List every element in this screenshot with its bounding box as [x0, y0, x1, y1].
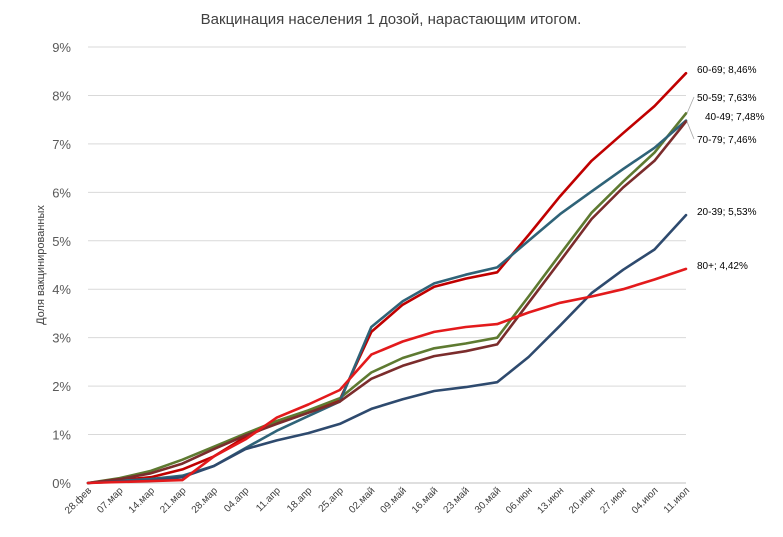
x-tick-label: 11.апр [254, 485, 283, 514]
x-tick-label: 18.апр [285, 485, 315, 515]
series-label-80+: 80+; 4,42% [697, 261, 748, 272]
label-leader-50-59 [686, 96, 695, 114]
gridlines [88, 46, 686, 436]
x-tick-label: 09.май [378, 485, 408, 515]
series-end-labels: 60-69; 8,46% 50-59; 7,63% 40-49; 7,48% 70-7… [686, 65, 765, 272]
y-tick-label: 3% [52, 331, 71, 346]
series-line-60-69 [86, 71, 688, 485]
x-tick-label: 16.май [410, 485, 440, 515]
x-tick-label: 28.мар [190, 485, 221, 516]
x-tick-label: 07.мар [95, 485, 126, 516]
chart-title: Вакцинация населения 1 дозой, нарастающи… [201, 11, 582, 28]
series-label-70-79: 70-79; 7,46% [697, 135, 757, 146]
x-tick-label: 04.апр [222, 485, 252, 515]
series-line-70-79 [86, 120, 688, 485]
y-axis-label: Доля вакцинированных [35, 205, 47, 325]
y-axis-ticks: 0% 1% 2% 3% 4% 5% 6% 7% 8% 9% [52, 40, 71, 491]
y-tick-label: 7% [52, 137, 71, 152]
x-axis-ticks: 28.фев 07.мар 14.мар 21.мар 28.мар 04.апр 11.а… [62, 485, 692, 517]
y-tick-label: 9% [52, 40, 71, 55]
x-tick-label: 11.июл [662, 485, 692, 515]
x-tick-label: 14.мар [127, 485, 158, 516]
x-tick-label: 27.июн [598, 485, 629, 516]
series-label-40-49: 40-49; 7,48% [705, 112, 765, 123]
x-tick-label: 30.май [473, 485, 503, 515]
y-tick-label: 1% [52, 428, 71, 443]
y-tick-label: 0% [52, 476, 71, 491]
y-tick-label: 5% [52, 234, 71, 249]
y-tick-label: 2% [52, 379, 71, 394]
series-line-80+ [86, 267, 688, 485]
x-tick-label: 04.июл [630, 485, 661, 516]
x-tick-label: 20.июн [567, 485, 598, 516]
label-leader-70-79 [686, 121, 695, 140]
series-label-50-59: 50-59; 7,63% [697, 93, 757, 104]
series-label-20-39: 20-39; 5,53% [697, 207, 757, 218]
series-label-60-69: 60-69; 8,46% [697, 65, 757, 76]
x-tick-label: 02.май [347, 485, 377, 515]
series-lines [86, 71, 688, 485]
series-line-50-59 [86, 112, 688, 485]
x-tick-label: 25.апр [317, 485, 347, 515]
y-tick-label: 6% [52, 185, 71, 200]
x-tick-label: 21.мар [158, 485, 189, 516]
x-tick-label: 06.июн [504, 485, 535, 516]
y-tick-label: 4% [52, 282, 71, 297]
y-tick-label: 8% [52, 88, 71, 103]
x-tick-label: 13.июн [535, 485, 566, 516]
x-tick-label: 23.май [441, 485, 471, 515]
series-line-40-49 [86, 119, 688, 485]
